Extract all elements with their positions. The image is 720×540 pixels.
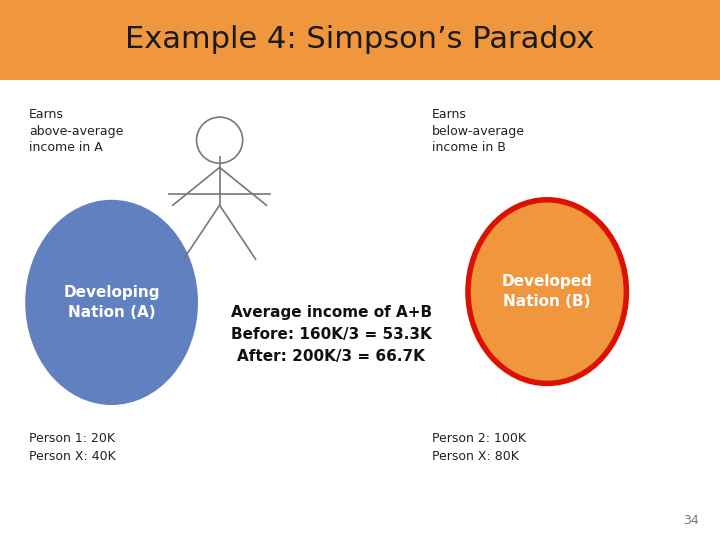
Text: Example 4: Simpson’s Paradox: Example 4: Simpson’s Paradox [125, 25, 595, 55]
Text: 34: 34 [683, 514, 698, 526]
Ellipse shape [468, 200, 626, 383]
Text: Person 1: 20K
Person X: 40K: Person 1: 20K Person X: 40K [29, 432, 115, 463]
Text: Earns
above-average
income in A: Earns above-average income in A [29, 108, 123, 154]
Text: Developed
Nation (B): Developed Nation (B) [502, 274, 593, 309]
Text: Person 2: 100K
Person X: 80K: Person 2: 100K Person X: 80K [432, 432, 526, 463]
FancyBboxPatch shape [0, 0, 720, 80]
Text: Developing
Nation (A): Developing Nation (A) [63, 285, 160, 320]
Text: Earns
below-average
income in B: Earns below-average income in B [432, 108, 525, 154]
Ellipse shape [25, 200, 198, 405]
Text: Average income of A+B
Before: 160K/3 = 53.3K
After: 200K/3 = 66.7K: Average income of A+B Before: 160K/3 = 5… [230, 305, 432, 364]
